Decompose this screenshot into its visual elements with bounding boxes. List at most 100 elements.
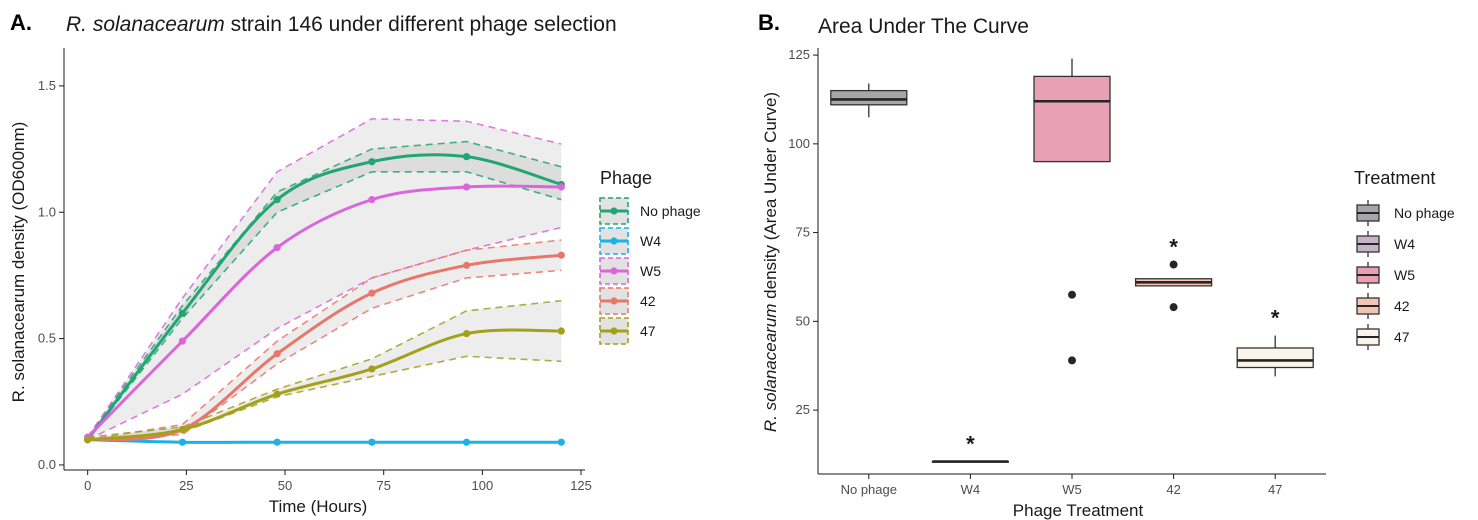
panel-a-letter: A.	[10, 10, 32, 35]
x-tick-label-w5: W5	[1062, 482, 1082, 497]
y-tick-label-100: 100	[788, 136, 810, 151]
panel-a-x-axis-title: Time (Hours)	[269, 497, 368, 516]
point-42-5	[557, 251, 565, 259]
legend-key-point-42	[610, 297, 618, 305]
point-no-phage-4	[462, 153, 471, 161]
point-42-2	[273, 350, 281, 358]
legend-key-point-w5	[610, 267, 618, 275]
box-47	[1236, 347, 1314, 369]
panel-a-legend-title: Phage	[600, 168, 652, 188]
significance-star-47: *	[1271, 306, 1280, 331]
outlier-w5-0	[1068, 290, 1076, 299]
panel-b-legend-title: Treatment	[1354, 168, 1435, 188]
point-w5-3	[368, 196, 376, 204]
point-47-5	[557, 327, 565, 335]
point-w4-5	[557, 438, 565, 446]
panel-a-title-rest: strain 146 under different phage selecti…	[225, 13, 617, 36]
legend-label-w4: W4	[1394, 236, 1415, 252]
point-no-phage-3	[368, 158, 376, 166]
x-tick-label-47: 47	[1268, 482, 1282, 497]
point-w4-3	[368, 438, 376, 446]
y-tick-label-1.5: 1.5	[38, 78, 56, 93]
x-tick-label-w4: W4	[961, 482, 981, 497]
x-tick-label-75: 75	[376, 478, 390, 493]
y-tick-label-75: 75	[796, 225, 810, 240]
panel-b-letter: B.	[758, 10, 780, 35]
outlier-w5-1	[1068, 356, 1076, 365]
line-47	[87, 328, 562, 442]
y-tick-label-0.0: 0.0	[38, 457, 56, 472]
point-47-1	[178, 425, 187, 434]
significance-star-42: *	[1169, 235, 1178, 260]
legend-label-47: 47	[640, 323, 656, 339]
legend-label-no-phage: No phage	[640, 203, 701, 219]
panel-b: B. Area Under The Curve * * * 25 50 75 100 125…	[758, 10, 1455, 520]
panel-a-title: R. solanacearum strain 146 under differe…	[66, 13, 617, 36]
dash-lower-w5	[87, 226, 562, 441]
point-42-4	[462, 261, 471, 269]
outlier-42-0	[1169, 260, 1178, 269]
panel-b-y-axis-title-rest: density (Area Under Curve)	[761, 92, 780, 304]
y-tick-label-50: 50	[796, 313, 810, 328]
point-w4-1	[178, 438, 187, 446]
legend-label-42: 42	[1394, 298, 1410, 314]
dash-lower-42	[87, 269, 562, 441]
x-tick-label-no-phage: No phage	[841, 482, 897, 497]
legend-label-w5: W5	[640, 263, 661, 279]
point-w4-2	[273, 438, 281, 446]
line-w4	[87, 438, 562, 444]
dash-lower-47	[87, 355, 562, 441]
legend-label-42: 42	[640, 293, 656, 309]
legend-label-w5: W5	[1394, 267, 1415, 283]
x-tick-label-100: 100	[472, 478, 494, 493]
panel-a-legend: Phage No phage W4 W5 42 47	[599, 168, 701, 345]
panel-a-points	[84, 153, 565, 446]
band-w5	[87, 118, 562, 440]
dash-upper-42	[87, 239, 562, 441]
band-47	[87, 300, 562, 440]
box-w5	[1033, 75, 1111, 163]
x-tick-label-125: 125	[570, 478, 592, 493]
point-w4-4	[462, 438, 471, 446]
dash-upper-no-phage	[87, 140, 562, 438]
panel-b-y-axis-title: R. solanacearum density (Area Under Curv…	[761, 92, 780, 432]
panel-b-axes: 25 50 75 100 125 No phage W4 W5 42 47	[788, 47, 1326, 497]
y-tick-label-0.5: 0.5	[38, 331, 56, 346]
panel-a-y-axis-title: R. solanacearum density (OD600nm)	[9, 122, 28, 403]
point-w5-1	[178, 337, 187, 345]
panel-a-axes: 0 25 50 75 100 125 0.0 0.5 1.0 1.5	[38, 48, 592, 493]
point-w5-4	[462, 183, 471, 191]
legend-label-47: 47	[1394, 329, 1410, 345]
x-tick-label-50: 50	[278, 478, 292, 493]
panel-b-y-axis-title-italic: R. solanacearum	[761, 304, 780, 433]
point-w5-2	[273, 244, 281, 252]
panel-a-title-italic: R. solanacearum	[66, 13, 225, 36]
y-tick-label-1.0: 1.0	[38, 204, 56, 219]
legend-key-point-47	[610, 327, 618, 335]
legend-key-point-no-phage	[610, 207, 618, 215]
point-47-0	[84, 436, 92, 444]
legend-label-no-phage: No phage	[1394, 205, 1455, 221]
x-tick-label-25: 25	[179, 478, 193, 493]
y-tick-label-125: 125	[788, 47, 810, 62]
panel-b-legend: Treatment No phage W4 W5 42 47	[1354, 168, 1455, 350]
point-47-3	[368, 365, 376, 373]
x-tick-label-0: 0	[84, 478, 91, 493]
x-tick-label-42: 42	[1166, 482, 1180, 497]
point-no-phage-1	[178, 309, 187, 317]
dash-lower-no-phage	[87, 171, 562, 441]
dash-upper-w5	[87, 117, 562, 438]
point-47-2	[273, 390, 281, 398]
legend-key-point-w4	[610, 237, 618, 245]
point-42-3	[368, 289, 376, 297]
panel-b-title: Area Under The Curve	[818, 15, 1029, 38]
panel-a: A. R. solanacearum strain 146 under diff…	[9, 10, 701, 516]
band-no-phage	[87, 141, 562, 440]
legend-label-w4: W4	[640, 233, 661, 249]
point-no-phage-2	[273, 196, 281, 204]
point-47-4	[462, 329, 471, 338]
panel-a-bands	[87, 118, 562, 443]
outlier-42-1	[1169, 303, 1178, 312]
panel-b-boxes: * * *	[830, 58, 1314, 463]
